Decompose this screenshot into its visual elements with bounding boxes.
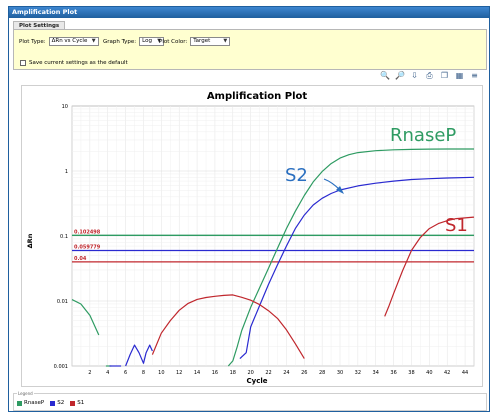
y-tick-label: 10	[62, 104, 68, 110]
chart-options-icon[interactable]: ▦	[455, 71, 464, 80]
annotation-s2: S2	[285, 165, 308, 186]
y-tick-label: 0.001	[54, 364, 68, 370]
plot-color-value: Target	[193, 38, 211, 44]
y-tick-label: 0.01	[57, 299, 68, 305]
x-tick-label: 2	[88, 370, 91, 376]
plot-settings-panel: Plot Type: ΔRn vs Cycle ▼ Graph Type: Lo…	[13, 29, 487, 70]
tab-plot-settings[interactable]: Plot Settings	[13, 21, 66, 30]
x-tick-label: 12	[176, 370, 182, 376]
save-default-checkbox[interactable]: Save current settings as the default	[20, 60, 128, 66]
series-line-s2	[125, 344, 153, 367]
legend-swatch	[17, 400, 22, 406]
x-tick-label: 40	[426, 370, 432, 376]
legend-swatch	[50, 400, 56, 406]
x-tick-label: 38	[408, 370, 414, 376]
legend-panel: Legend RnaseP S2 S1	[13, 391, 487, 411]
zoom-out-icon[interactable]: 🔎	[395, 71, 405, 80]
threshold-label: 0.059779	[74, 245, 101, 251]
y-axis-label: ΔRn	[26, 233, 34, 248]
x-tick-label: 22	[265, 370, 271, 376]
x-tick-label: 24	[283, 370, 289, 376]
x-axis-label: Cycle	[247, 377, 268, 385]
x-tick-label: 18	[230, 370, 236, 376]
chart-frame: 0.102498 0.059779 0.04 0.001 0.01 0.1 1 10 2 4 6 8…	[21, 85, 483, 387]
x-tick-label: 8	[142, 370, 145, 376]
graph-type-select[interactable]: Log ▼	[139, 37, 165, 46]
copy-icon[interactable]: ❐	[440, 71, 449, 80]
print-icon[interactable]: ⎙	[426, 71, 433, 80]
series-lines	[71, 148, 475, 367]
x-tick-label: 20	[247, 370, 253, 376]
x-tick-label: 44	[462, 370, 468, 376]
y-tick-label: 1	[65, 169, 68, 175]
plot-type-value: ΔRn vs Cycle	[51, 38, 88, 44]
plot-color-select[interactable]: Target ▼	[190, 37, 231, 46]
graph-type-value: Log	[142, 38, 152, 44]
legend-label: S1	[77, 400, 85, 406]
legend-icon[interactable]: ≡	[471, 71, 478, 80]
chart-title: Amplification Plot	[207, 91, 308, 102]
export-icon[interactable]: ⇩	[411, 71, 418, 80]
x-tick-label: 10	[158, 370, 164, 376]
legend-label: RnaseP	[24, 400, 45, 406]
chevron-down-icon: ▼	[157, 38, 162, 44]
plot-type-select[interactable]: ΔRn vs Cycle ▼	[48, 37, 99, 46]
series-line-s2	[239, 176, 475, 360]
x-tick-label: 36	[390, 370, 396, 376]
plot-type-label: Plot Type:	[19, 38, 46, 45]
legend-label: S2	[57, 400, 65, 406]
graph-type-label: Graph Type:	[103, 38, 137, 45]
zoom-in-icon[interactable]: 🔍	[380, 71, 390, 80]
legend-item[interactable]: RnaseP	[17, 400, 44, 406]
series-line-s1	[384, 216, 475, 317]
legend-item[interactable]: S2	[50, 400, 64, 406]
legend-title: Legend	[17, 391, 34, 396]
threshold-label: 0.102498	[74, 229, 101, 235]
legend-item[interactable]: S1	[70, 400, 84, 406]
x-tick-label: 42	[444, 370, 450, 376]
series-line-s1	[151, 294, 305, 359]
x-tick-label: 34	[373, 370, 379, 376]
series-line-rnasep	[227, 148, 474, 367]
x-tick-label: 14	[194, 370, 200, 376]
y-tick-label: 0.1	[60, 234, 68, 240]
chevron-down-icon: ▼	[91, 38, 96, 44]
amplification-plot-window: Amplification Plot Plot Settings Plot Ty…	[8, 6, 490, 412]
x-tick-label: 6	[124, 370, 127, 376]
x-tick-label: 16	[212, 370, 218, 376]
annotation-s1: S1	[445, 215, 468, 236]
annotation-rnasep: RnaseP	[390, 125, 456, 146]
window-title: Amplification Plot	[9, 7, 489, 18]
s2-arrow-head-icon	[336, 186, 344, 194]
x-tick-label: 4	[106, 370, 109, 376]
x-tick-label: 28	[319, 370, 325, 376]
x-tick-label: 32	[355, 370, 361, 376]
chevron-down-icon: ▼	[223, 38, 228, 44]
checkbox-box[interactable]	[20, 60, 26, 66]
x-tick-label: 26	[301, 370, 307, 376]
threshold-lines: 0.102498 0.059779 0.04	[72, 229, 474, 263]
plot-color-label: Plot Color:	[159, 38, 188, 45]
x-tick-label: 30	[337, 370, 343, 376]
threshold-label: 0.04	[74, 256, 87, 262]
plot-toolbar: 🔍 🔎 ⇩ ⎙ ❐ ▦ ≡	[380, 71, 479, 80]
legend-swatch	[70, 400, 76, 406]
legend-items: RnaseP S2 S1	[17, 400, 84, 406]
save-default-label: Save current settings as the default	[29, 60, 128, 66]
series-line-rnasep	[71, 299, 100, 336]
